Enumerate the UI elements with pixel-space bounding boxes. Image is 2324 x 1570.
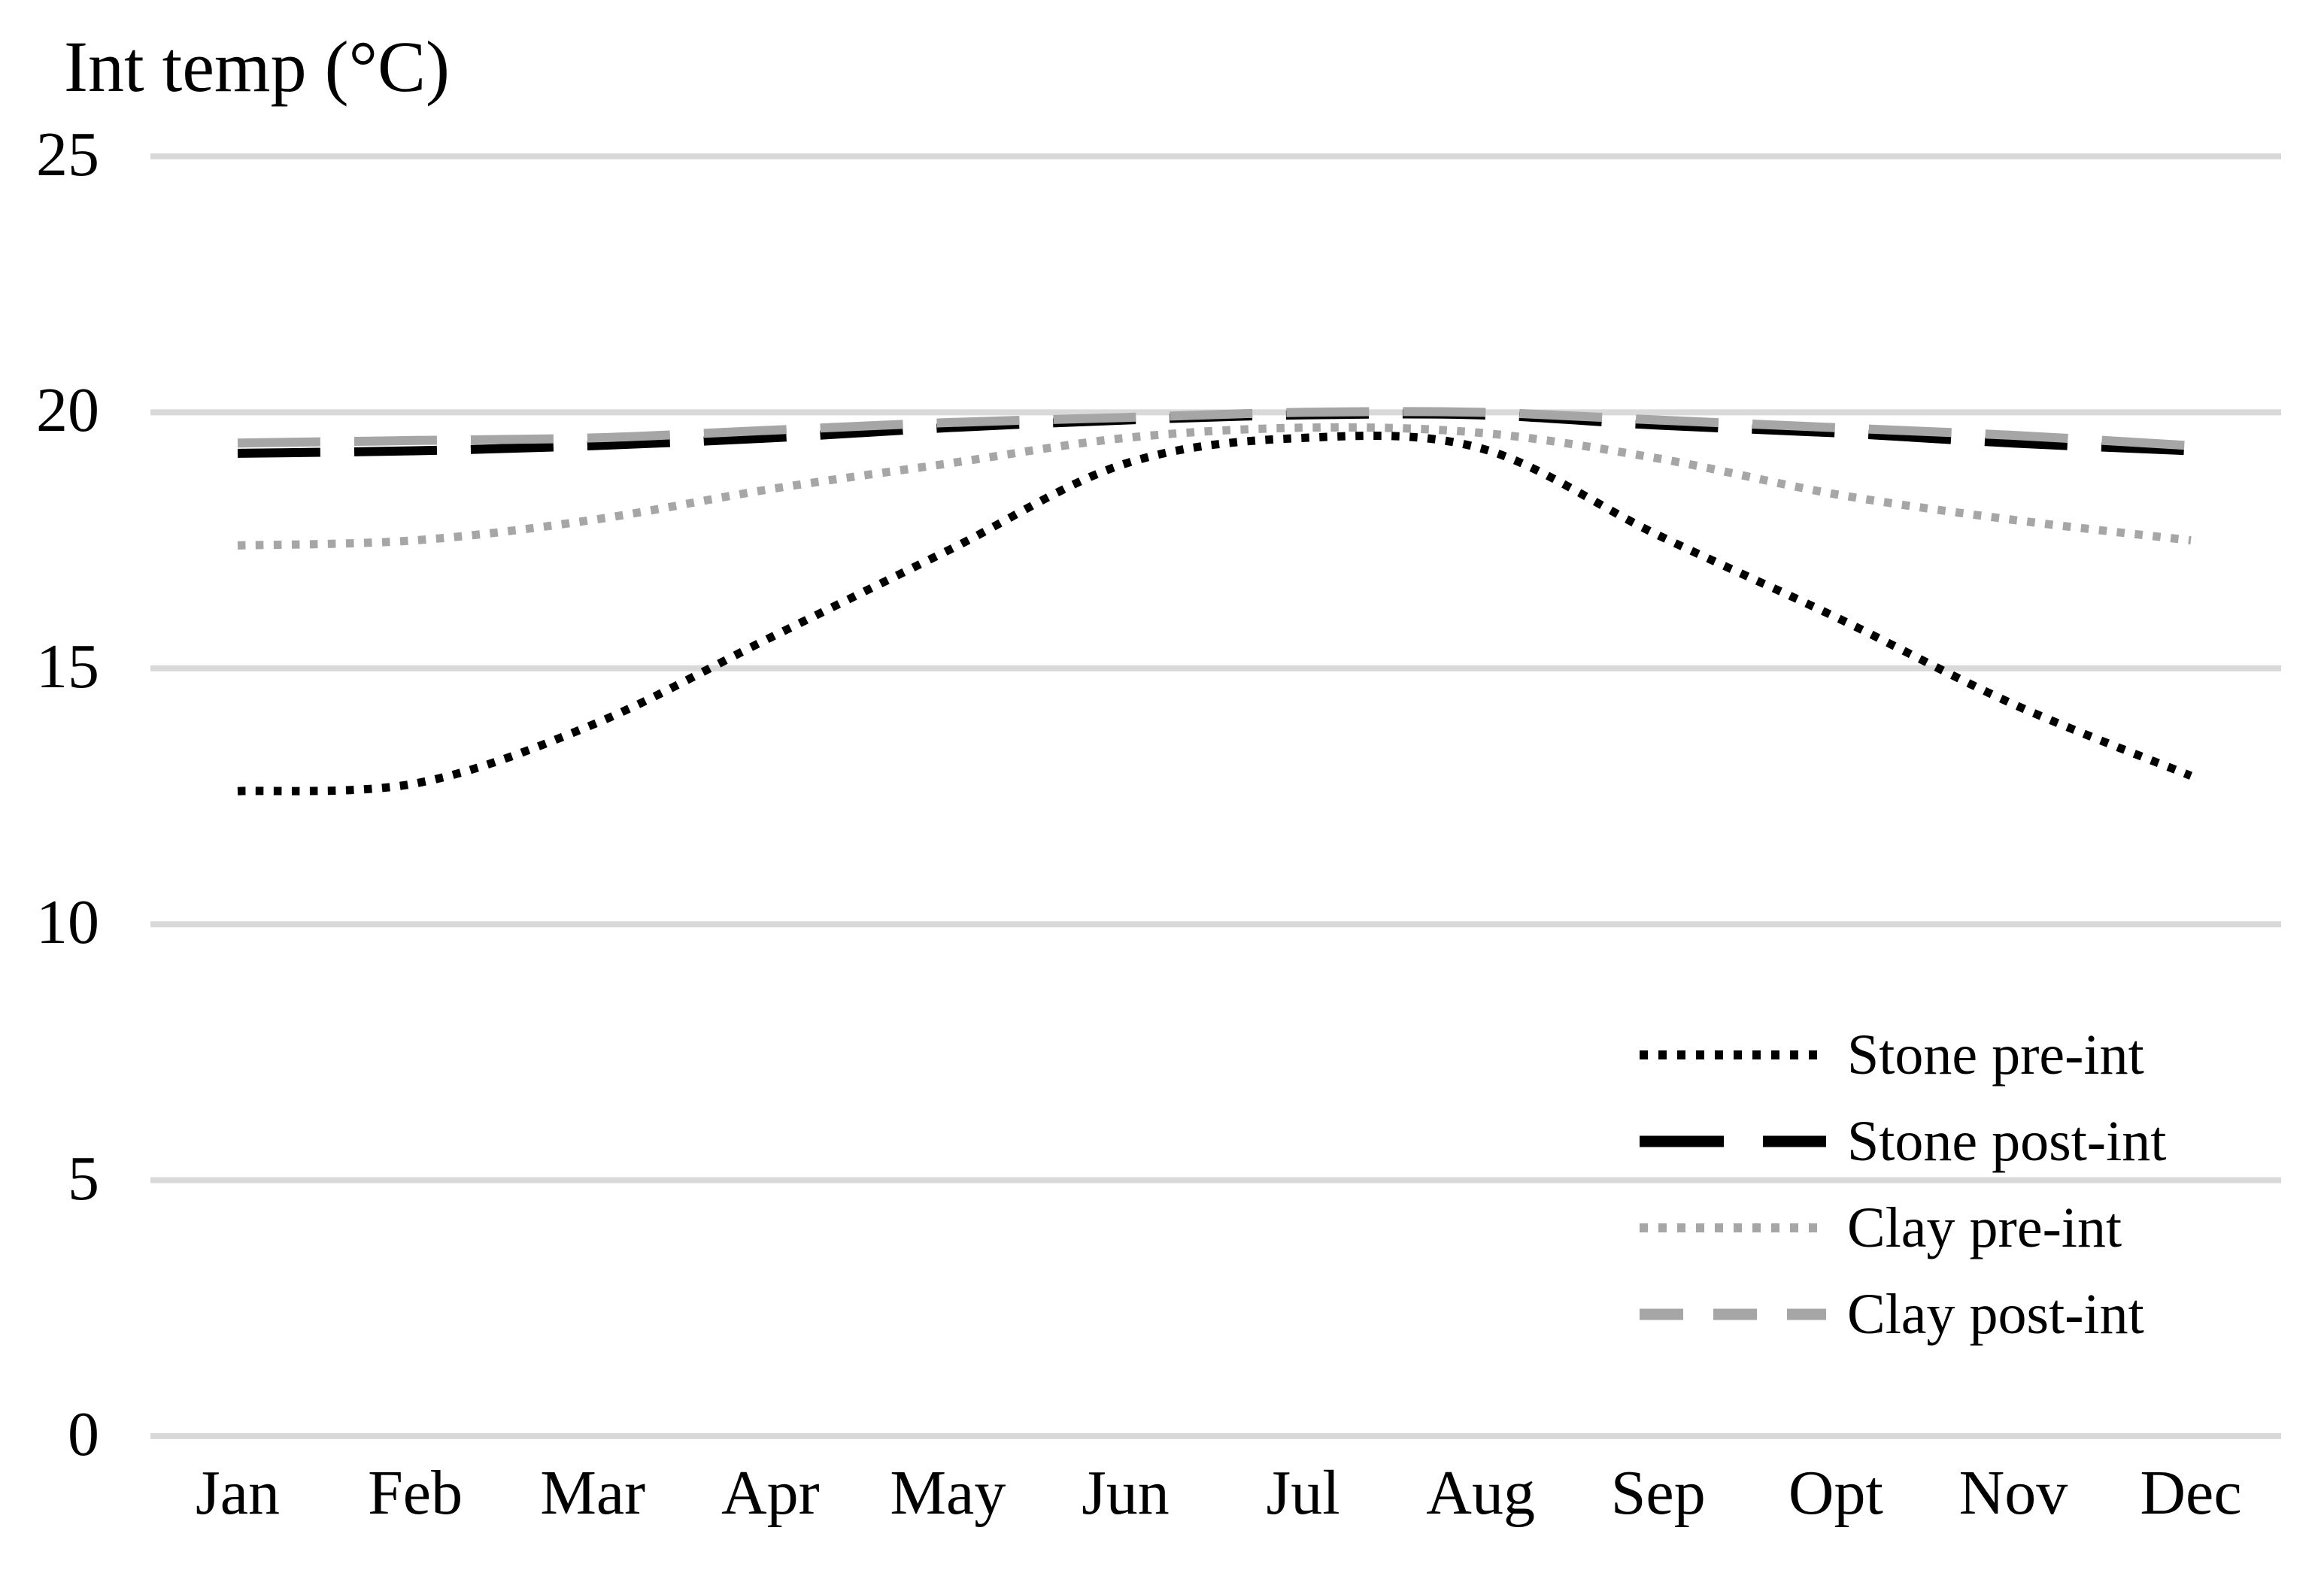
y-tick-label-0: 0 xyxy=(68,1399,99,1469)
legend-label-clay-post-int: Clay post-int xyxy=(1847,1283,2144,1346)
legend-label-stone-post-int: Stone post-int xyxy=(1847,1110,2167,1173)
y-tick-label-15: 15 xyxy=(36,631,99,702)
legend-line-sample-clay-post-int xyxy=(1640,1308,1826,1320)
series-line-stone-pre-int xyxy=(237,432,2193,796)
y-tick-label-25: 25 xyxy=(36,120,99,189)
legend-line-sample-stone-post-int xyxy=(1640,1135,1826,1147)
legend-line-sample-clay-pre-int xyxy=(1640,1223,1826,1232)
legend-item-clay-pre-int: Clay pre-int xyxy=(1638,1194,2122,1262)
x-tick-label-apr: Apr xyxy=(721,1458,820,1528)
x-tick-label-opt: Opt xyxy=(1788,1458,1883,1528)
x-tick-label-sep: Sep xyxy=(1610,1458,1706,1528)
x-tick-label-jan: Jan xyxy=(196,1458,280,1528)
y-tick-label-5: 5 xyxy=(68,1143,99,1214)
legend-item-stone-post-int: Stone post-int xyxy=(1638,1108,2166,1175)
series-line-clay-post-int xyxy=(237,407,2192,450)
legend-line-sample-stone-pre-int xyxy=(1640,1050,1826,1059)
x-tick-label-dec: Dec xyxy=(2140,1458,2242,1528)
x-tick-label-nov: Nov xyxy=(1958,1458,2068,1528)
x-tick-label-jun: Jun xyxy=(1082,1458,1170,1528)
x-tick-label-mar: Mar xyxy=(540,1458,646,1528)
legend-item-stone-pre-int: Stone pre-int xyxy=(1638,1021,2144,1089)
y-tick-label-20: 20 xyxy=(36,375,99,446)
x-tick-label-jul: Jul xyxy=(1266,1458,1340,1528)
legend-label-stone-pre-int: Stone pre-int xyxy=(1847,1023,2144,1087)
x-tick-label-aug: Aug xyxy=(1426,1458,1535,1528)
legend-item-clay-post-int: Clay post-int xyxy=(1638,1281,2144,1348)
x-tick-label-feb: Feb xyxy=(368,1458,463,1528)
legend-label-clay-pre-int: Clay pre-int xyxy=(1847,1196,2122,1259)
chart-title: Int temp (°C) xyxy=(64,26,450,107)
y-tick-label-10: 10 xyxy=(36,887,99,958)
x-tick-label-may: May xyxy=(890,1458,1006,1528)
